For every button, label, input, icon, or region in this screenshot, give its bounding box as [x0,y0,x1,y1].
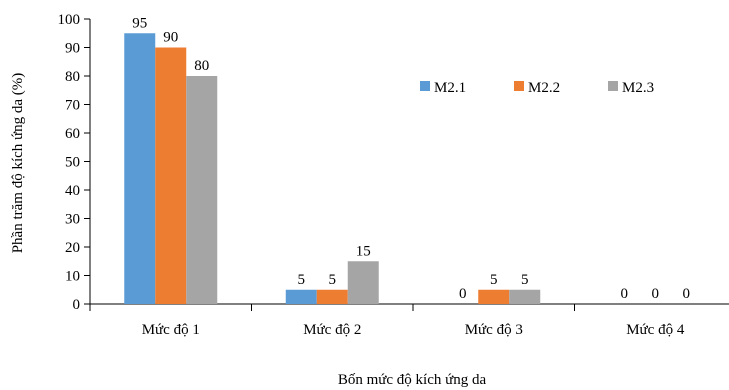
y-tick-label: 40 [65,183,80,199]
data-label: 15 [356,243,371,259]
data-label: 0 [459,286,467,302]
y-tick-label: 70 [65,98,80,114]
bar [509,289,541,304]
data-label: 0 [621,286,629,302]
data-labels: 95 90 80 5 5 15 0 5 5 0 0 0 [132,15,690,302]
y-axis: 0 10 20 30 40 50 60 70 80 90 100 [58,12,91,313]
legend-label: M2.3 [622,80,654,96]
bars [124,33,541,304]
data-label: 80 [194,58,209,74]
legend-label: M2.1 [434,80,466,96]
legend-swatch [514,81,524,91]
bar [285,289,317,304]
y-axis-title: Phần trăm độ kích ứng da (%) [10,73,26,254]
bar [124,33,156,304]
y-tick-label: 60 [65,126,80,142]
x-axis: Mức độ 1 Mức độ 2 Mức độ 3 Mức độ 4 [89,303,729,338]
bar [478,289,510,304]
y-tick-label: 90 [65,41,80,57]
data-label: 0 [683,286,691,302]
y-tick-label: 100 [58,12,81,28]
bar [316,289,348,304]
data-label: 90 [163,30,178,46]
data-label: 95 [132,15,147,31]
data-label: 5 [521,272,529,288]
x-tick-label: Mức độ 4 [626,322,685,338]
y-tick-label: 10 [65,269,80,285]
y-tick-label: 80 [65,69,80,85]
y-tick-label: 30 [65,212,80,228]
bar [186,76,218,304]
x-tick-label: Mức độ 2 [303,322,361,338]
data-label: 5 [329,272,337,288]
y-tick-label: 20 [65,240,80,256]
bar [347,261,379,304]
x-tick-label: Mức độ 3 [465,322,523,338]
y-tick-label: 50 [65,155,80,171]
y-tick-label: 0 [73,297,81,313]
legend-swatch [420,81,430,91]
data-label: 5 [298,272,306,288]
data-label: 5 [490,272,498,288]
x-axis-title: Bốn mức độ kích ứng da [338,372,487,388]
legend-label: M2.2 [528,80,560,96]
x-tick-label: Mức độ 1 [142,322,200,338]
legend: M2.1 M2.2 M2.3 [420,80,654,96]
legend-swatch [608,81,618,91]
bar [155,47,187,304]
data-label: 0 [652,286,660,302]
